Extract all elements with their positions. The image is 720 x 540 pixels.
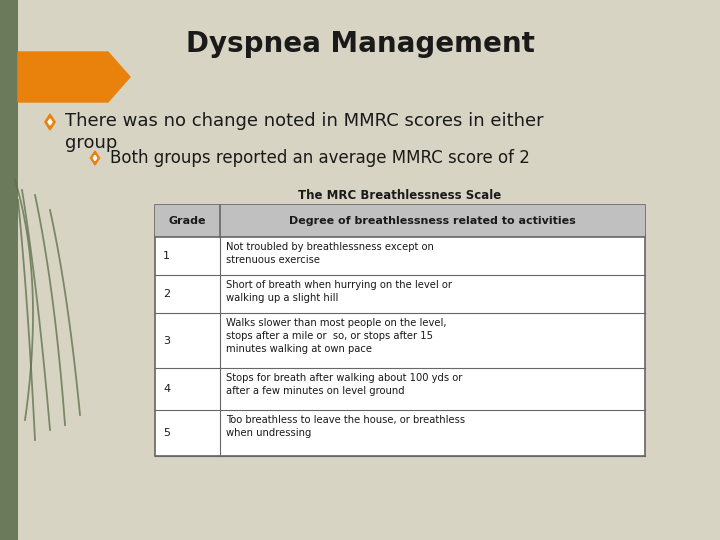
Bar	[155, 205, 645, 456]
Text: 5: 5	[163, 428, 170, 438]
Bar	[155, 205, 645, 237]
Polygon shape	[94, 156, 96, 161]
Polygon shape	[48, 119, 52, 125]
Text: Grade: Grade	[168, 216, 206, 226]
Text: Not troubled by breathlessness except on
strenuous exercise: Not troubled by breathlessness except on…	[226, 242, 434, 265]
Polygon shape	[18, 52, 130, 102]
Text: Both groups reported an average MMRC score of 2: Both groups reported an average MMRC sco…	[110, 149, 530, 167]
Text: 2: 2	[163, 289, 170, 299]
Polygon shape	[45, 114, 55, 130]
Text: 1: 1	[163, 251, 170, 261]
Text: Degree of breathlessness related to activities: Degree of breathlessness related to acti…	[289, 216, 576, 226]
Text: Dyspnea Management: Dyspnea Management	[186, 30, 534, 58]
Text: Too breathless to leave the house, or breathless
when undressing: Too breathless to leave the house, or br…	[226, 415, 465, 438]
Text: 3: 3	[163, 335, 170, 346]
Text: Stops for breath after walking about 100 yds or
after a few minutes on level gro: Stops for breath after walking about 100…	[226, 373, 462, 396]
Bar	[0, 0, 18, 540]
Text: The MRC Breathlessness Scale: The MRC Breathlessness Scale	[298, 189, 502, 202]
Text: Walks slower than most people on the level,
stops after a mile or  so, or stops : Walks slower than most people on the lev…	[226, 318, 446, 354]
Polygon shape	[91, 151, 99, 165]
Text: Short of breath when hurrying on the level or
walking up a slight hill: Short of breath when hurrying on the lev…	[226, 280, 452, 303]
Text: 4: 4	[163, 384, 170, 394]
Text: There was no change noted in MMRC scores in either
group: There was no change noted in MMRC scores…	[65, 112, 544, 152]
